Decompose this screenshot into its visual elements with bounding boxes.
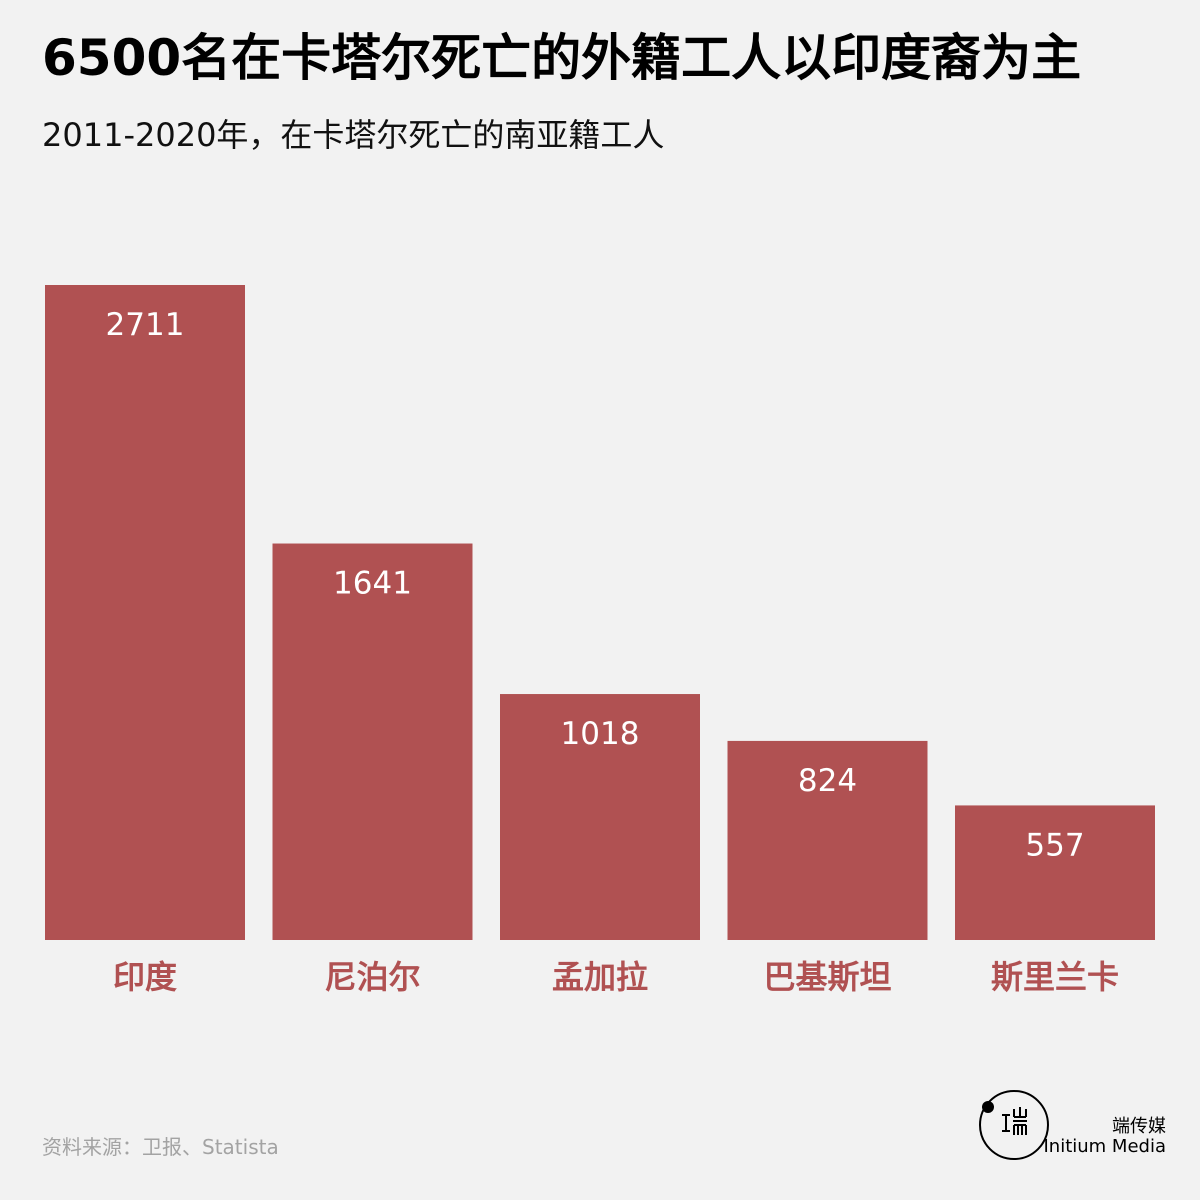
bar-2	[500, 694, 700, 940]
category-label-1: 尼泊尔	[324, 958, 420, 996]
brand-name-en: Initium Media	[1043, 1136, 1166, 1157]
category-label-3: 巴基斯坦	[763, 958, 891, 996]
bar-chart: 2711 印度 1641 尼泊尔 1018 孟加拉 824 巴基斯坦 557 斯里兰卡	[45, 285, 1155, 996]
bar-3	[727, 740, 928, 940]
value-label-2: 1018	[561, 716, 640, 752]
category-label-4: 斯里兰卡	[991, 958, 1119, 996]
initium-logo-icon	[979, 1090, 1049, 1160]
initium-logo: 端传媒 Initium Media	[976, 1080, 1166, 1170]
bar-1	[272, 543, 473, 940]
category-label-2: 孟加拉	[552, 958, 648, 996]
value-label-4: 557	[1025, 827, 1084, 863]
value-label-0: 2711	[106, 307, 185, 343]
bar-0	[45, 285, 245, 940]
brand-name-cn: 端传媒	[1112, 1116, 1166, 1137]
value-label-1: 1641	[333, 566, 412, 602]
category-label-0: 印度	[113, 958, 177, 996]
chart-title: 6500名在卡塔尔死亡的外籍工人以印度裔为主	[42, 29, 1082, 87]
bar-4	[955, 805, 1155, 940]
value-label-3: 824	[798, 763, 857, 799]
chart-subtitle: 2011-2020年，在卡塔尔死亡的南亚籍工人	[42, 116, 665, 154]
source-note: 资料来源：卫报、Statista	[42, 1135, 279, 1159]
